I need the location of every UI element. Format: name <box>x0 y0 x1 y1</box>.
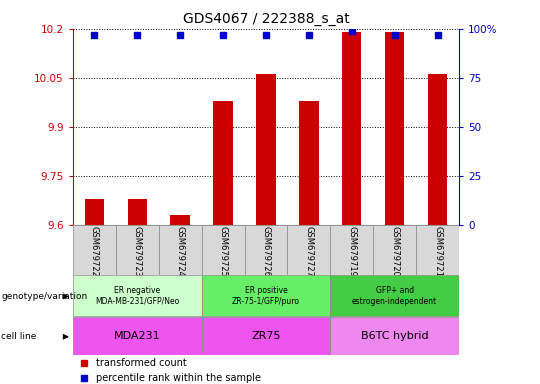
Text: percentile rank within the sample: percentile rank within the sample <box>96 372 261 383</box>
Text: transformed count: transformed count <box>96 358 187 368</box>
Bar <box>256 74 275 225</box>
Text: GSM679720: GSM679720 <box>390 226 399 277</box>
Text: ER positive
ZR-75-1/GFP/puro: ER positive ZR-75-1/GFP/puro <box>232 286 300 306</box>
Text: GSM679723: GSM679723 <box>133 226 141 277</box>
Bar <box>330 225 373 275</box>
Bar <box>330 317 459 355</box>
Title: GDS4067 / 222388_s_at: GDS4067 / 222388_s_at <box>183 12 349 26</box>
Text: ZR75: ZR75 <box>251 331 281 341</box>
Bar <box>85 199 104 225</box>
Text: MDA231: MDA231 <box>114 331 160 341</box>
Text: GSM679725: GSM679725 <box>219 226 227 277</box>
Text: genotype/variation: genotype/variation <box>1 292 87 301</box>
Text: GFP+ and
estrogen-independent: GFP+ and estrogen-independent <box>352 286 437 306</box>
Bar <box>73 225 116 275</box>
Text: GSM679724: GSM679724 <box>176 226 185 277</box>
Bar <box>201 275 330 316</box>
Text: GSM679721: GSM679721 <box>433 226 442 277</box>
Text: cell line: cell line <box>1 332 37 341</box>
Bar <box>245 225 287 275</box>
Bar <box>428 74 447 225</box>
Text: GSM679722: GSM679722 <box>90 226 99 277</box>
Bar <box>299 101 319 225</box>
Text: ER negative
MDA-MB-231/GFP/Neo: ER negative MDA-MB-231/GFP/Neo <box>95 286 179 306</box>
Bar <box>116 225 159 275</box>
Bar <box>201 225 245 275</box>
Bar <box>342 32 361 225</box>
Text: GSM679719: GSM679719 <box>347 226 356 277</box>
Bar <box>73 317 201 355</box>
Bar <box>416 225 459 275</box>
Bar <box>201 317 330 355</box>
Bar <box>330 275 459 316</box>
Text: B6TC hybrid: B6TC hybrid <box>361 331 428 341</box>
Text: GSM679727: GSM679727 <box>305 226 313 277</box>
Bar <box>373 225 416 275</box>
Bar <box>127 199 147 225</box>
Bar <box>385 32 404 225</box>
Bar <box>73 275 201 316</box>
Bar <box>171 215 190 225</box>
Text: GSM679726: GSM679726 <box>261 226 271 277</box>
Bar <box>159 225 201 275</box>
Bar <box>287 225 330 275</box>
Bar <box>213 101 233 225</box>
